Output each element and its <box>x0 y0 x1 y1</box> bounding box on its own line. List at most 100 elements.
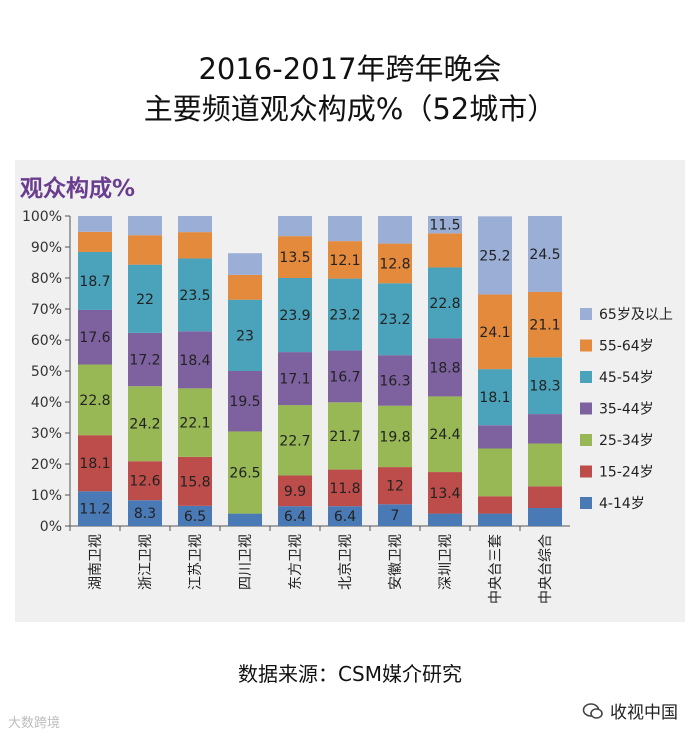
bar-segment <box>328 216 362 242</box>
legend-swatch <box>580 371 592 383</box>
bar-segment <box>428 267 462 339</box>
bar-segment <box>128 264 162 333</box>
bar-segment <box>478 513 512 526</box>
legend-label: 4-14岁 <box>599 496 645 512</box>
y-tick-label: 90% <box>31 240 62 256</box>
bar-segment <box>328 241 362 279</box>
bar-segment <box>478 216 512 295</box>
data-label: 6.4 <box>334 509 356 525</box>
bar-segment <box>128 332 162 387</box>
category-label: 中央台综合 <box>538 534 554 604</box>
data-label: 11.5 <box>429 218 460 234</box>
bar-segment <box>178 388 212 457</box>
data-label: 11.8 <box>329 481 360 497</box>
data-label: 7 <box>391 508 400 524</box>
data-label: 12.8 <box>379 256 410 272</box>
legend-label: 25-34岁 <box>599 433 654 449</box>
chart-panel: 观众构成% 0% 10% 20% 30% 40% 50% 60% 70% 80% 90% 100% 11… <box>15 160 685 622</box>
data-label: 21.7 <box>329 429 360 445</box>
watermark-left: 大数跨境 <box>8 716 61 731</box>
bar-segment <box>528 357 562 415</box>
bar-segment <box>378 283 412 356</box>
data-label: 26.5 <box>229 466 260 482</box>
data-label: 15.8 <box>179 474 210 490</box>
watermark-right-text: 收视中国 <box>610 703 678 723</box>
data-label: 8.3 <box>134 506 156 522</box>
bar-segment <box>328 278 362 351</box>
data-label: 24.2 <box>129 417 160 433</box>
bar-segment <box>478 369 512 426</box>
legend-label: 45-54岁 <box>599 370 654 386</box>
bar-segment <box>78 435 112 492</box>
data-label: 17.2 <box>129 353 160 369</box>
bar-segment <box>178 232 212 259</box>
data-label: 13.5 <box>279 250 310 266</box>
data-label: 18.8 <box>429 360 460 376</box>
data-label: 22.8 <box>429 296 460 312</box>
y-tick-label: 80% <box>31 271 62 287</box>
bar-segment <box>278 216 312 237</box>
bar-segment <box>378 216 412 244</box>
bar-segment <box>378 355 412 406</box>
data-label: 23.5 <box>179 288 210 304</box>
data-label: 21.1 <box>529 318 560 334</box>
y-tick-label: 30% <box>31 426 62 442</box>
data-label: 9.9 <box>284 484 306 500</box>
data-label: 23.9 <box>279 308 310 324</box>
data-label: 22.8 <box>79 393 110 409</box>
category-label: 湖南卫视 <box>88 534 104 590</box>
bar-segment <box>278 506 312 526</box>
bar-segment <box>228 431 262 514</box>
y-tick-label: 50% <box>31 364 62 380</box>
bar-segment <box>378 243 412 284</box>
bar-segment <box>128 500 162 526</box>
bar-segment <box>428 216 462 234</box>
category-label: 东方卫视 <box>288 534 304 590</box>
chart-title-line1: 2016-2017年跨年晚会 <box>198 52 502 86</box>
data-label: 23 <box>236 328 254 344</box>
bar-segment <box>228 253 262 275</box>
data-label: 22 <box>136 292 154 308</box>
legend-swatch <box>580 434 592 446</box>
legend-label: 55-64岁 <box>599 339 654 355</box>
y-tick-label: 100% <box>22 209 62 225</box>
bar-segment <box>278 475 312 507</box>
y-tick-label: 20% <box>31 457 62 473</box>
data-source-note: 数据来源：CSM媒介研究 <box>238 662 462 686</box>
bar-segment <box>78 309 112 365</box>
data-label: 19.8 <box>379 429 410 445</box>
bar-segment <box>128 235 162 265</box>
data-label: 11.2 <box>79 502 110 518</box>
bar-segment <box>428 513 462 526</box>
data-label: 18.7 <box>79 274 110 290</box>
bar-segment <box>128 461 162 501</box>
bar-segment <box>328 469 362 507</box>
data-label: 23.2 <box>379 312 410 328</box>
bar-segment <box>428 396 462 473</box>
data-label: 6.4 <box>284 509 306 525</box>
bar-segment <box>428 233 462 268</box>
legend-label: 15-24岁 <box>599 465 654 481</box>
bar-segment <box>128 216 162 236</box>
data-label: 18.1 <box>479 390 510 406</box>
data-label: 16.3 <box>379 373 410 389</box>
legend-swatch <box>580 339 592 352</box>
bar-segment <box>528 216 562 292</box>
legend-swatch <box>580 402 592 415</box>
bar-segment <box>328 350 362 403</box>
category-label: 江苏卫视 <box>188 534 204 590</box>
bar-segment <box>478 294 512 370</box>
legend-swatch <box>580 308 592 320</box>
bar-segment <box>328 506 362 526</box>
data-label: 18.1 <box>79 456 110 472</box>
data-label: 24.4 <box>429 427 460 443</box>
bar-segment <box>478 496 512 514</box>
bar-segment <box>528 443 562 487</box>
y-tick-label: 60% <box>31 333 62 349</box>
data-label: 24.5 <box>529 247 560 263</box>
bar-segment <box>528 508 562 526</box>
category-label: 北京卫视 <box>338 534 354 590</box>
data-label: 16.7 <box>329 369 360 385</box>
bar-segment <box>328 402 362 470</box>
bar-segment <box>178 505 212 526</box>
